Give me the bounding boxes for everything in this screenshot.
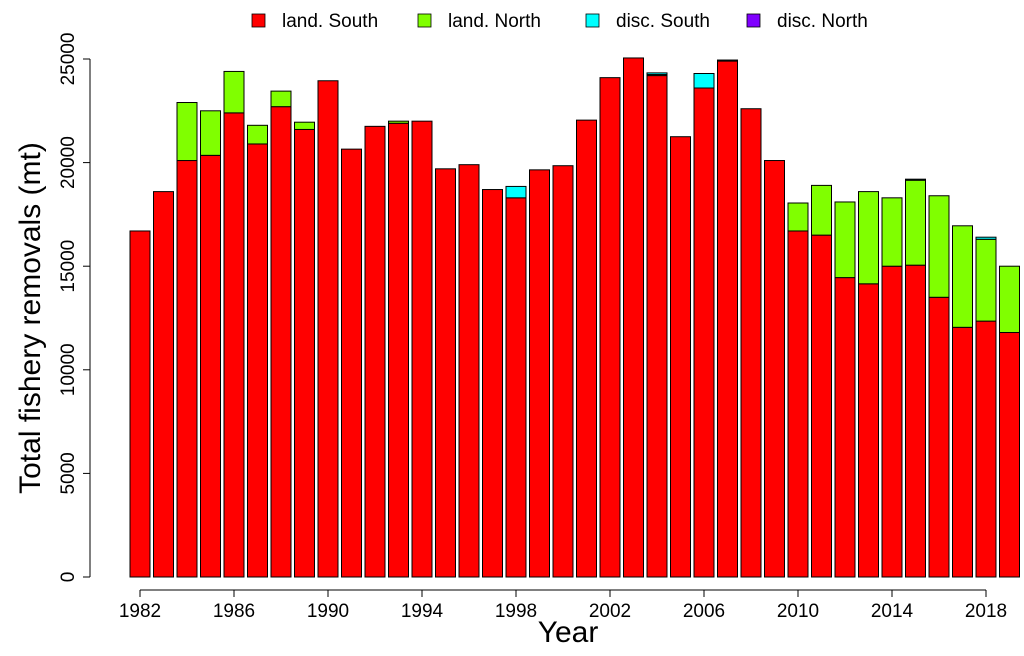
bar-segment xyxy=(270,90,292,108)
bar-segment xyxy=(834,277,856,578)
y-tick-label: 0 xyxy=(58,572,79,583)
bar-segment xyxy=(740,108,762,578)
bar-segment xyxy=(999,332,1020,578)
bar-segment xyxy=(482,189,503,578)
y-tick-label: 10000 xyxy=(58,343,79,396)
y-tick-label: 5000 xyxy=(58,452,79,494)
bar-segment xyxy=(881,265,903,578)
legend-label: land. North xyxy=(448,11,541,32)
bar-segment xyxy=(952,326,973,578)
bar-segment xyxy=(881,197,903,267)
x-axis-label: Year xyxy=(538,616,599,649)
bar-segment xyxy=(693,73,715,89)
bar-segment xyxy=(458,164,480,578)
bar-segment xyxy=(223,112,245,578)
x-tick-label: 1986 xyxy=(213,601,255,622)
bar-segment xyxy=(270,106,292,578)
bar-segment xyxy=(388,122,409,578)
bar-segment xyxy=(576,119,597,578)
bar-segment xyxy=(623,57,644,578)
bar-segment xyxy=(317,80,339,578)
bar-segment xyxy=(928,195,950,298)
legend-swatch xyxy=(251,13,266,28)
bar-segment xyxy=(646,75,668,578)
x-tick-label: 2018 xyxy=(965,601,1007,622)
bar-segment xyxy=(905,178,926,181)
x-tick-label: 2010 xyxy=(777,601,819,622)
bar-segment xyxy=(341,148,362,578)
bar-segment xyxy=(834,201,856,279)
x-tick-label: 1990 xyxy=(307,601,349,622)
bar-segment xyxy=(599,77,621,578)
x-tick-label: 2006 xyxy=(683,601,725,622)
bar-segment xyxy=(646,72,668,76)
legend-swatch xyxy=(417,13,432,28)
bar-segment xyxy=(505,197,527,578)
bar-segment xyxy=(905,264,926,578)
bar-segment xyxy=(811,234,832,578)
x-tick-label: 2002 xyxy=(589,601,631,622)
legend-label: disc. North xyxy=(777,11,868,32)
bar-segment xyxy=(129,230,151,578)
bar-segment xyxy=(975,238,997,322)
y-tick-label: 15000 xyxy=(58,240,79,293)
y-axis-label: Total fishery removals (mt) xyxy=(14,142,47,494)
bar-segment xyxy=(505,185,527,199)
x-tick-label: 1998 xyxy=(495,601,537,622)
y-tick-label: 25000 xyxy=(58,33,79,86)
legend-label: disc. South xyxy=(616,11,710,32)
bar-segment xyxy=(364,125,386,578)
bar-segment xyxy=(693,87,715,578)
bar-segment xyxy=(858,191,879,285)
bar-segment xyxy=(153,191,174,578)
bar-segment xyxy=(200,154,221,578)
bar-segment xyxy=(858,283,879,578)
bar-segment xyxy=(247,143,268,578)
bar-segment xyxy=(552,165,574,578)
bar-segment xyxy=(176,160,198,578)
bar-segment xyxy=(435,168,456,578)
bar-segment xyxy=(952,225,973,328)
bar-segment xyxy=(928,296,950,578)
bar-segment xyxy=(388,120,409,124)
bar-segment xyxy=(975,236,997,240)
bar-segment xyxy=(717,60,738,578)
legend-label: land. South xyxy=(282,11,378,32)
x-tick-label: 1982 xyxy=(119,601,161,622)
legend-swatch xyxy=(746,13,761,28)
bar-segment xyxy=(200,110,221,156)
bar-segment xyxy=(294,121,315,130)
bar-segment xyxy=(764,160,785,578)
bar-segment xyxy=(529,169,550,578)
bar-segment xyxy=(176,102,198,162)
y-tick-label: 20000 xyxy=(58,136,79,189)
bar-segment xyxy=(811,184,832,236)
x-tick-label: 1994 xyxy=(401,601,444,622)
bar-segment xyxy=(905,179,926,266)
bar-segment xyxy=(223,70,245,114)
bar-segment xyxy=(294,128,315,578)
x-tick-label: 2014 xyxy=(871,601,914,622)
bar-segment xyxy=(787,230,809,578)
bar-segment xyxy=(787,202,809,232)
bar-segment xyxy=(999,265,1020,334)
bar-segment xyxy=(975,320,997,578)
bar-segment xyxy=(670,136,691,578)
legend-swatch xyxy=(585,13,600,28)
bar-segment xyxy=(717,59,738,62)
bar-segment xyxy=(411,120,433,578)
bar-segment xyxy=(247,124,268,145)
